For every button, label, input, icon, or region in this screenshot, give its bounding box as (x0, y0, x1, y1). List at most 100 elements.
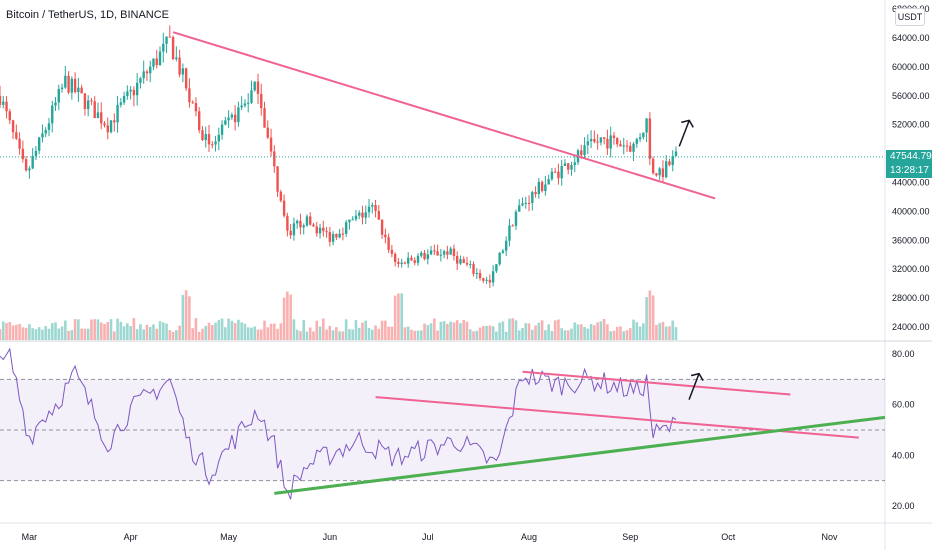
volume-bar (83, 328, 87, 340)
candle-body (309, 216, 312, 225)
candle-body (482, 278, 485, 281)
volume-bar (24, 327, 28, 340)
volume-bar (5, 323, 8, 340)
volume-bar (8, 322, 12, 340)
volume-bar (269, 323, 273, 340)
volume-bar (253, 326, 257, 340)
volume-bar (393, 295, 397, 340)
volume-bar (622, 331, 626, 340)
volume-bar (276, 328, 279, 340)
candle-body (436, 251, 439, 256)
candle-body (243, 103, 247, 106)
candle-body (198, 111, 201, 131)
candle-body (184, 68, 188, 89)
candle-body (276, 166, 279, 192)
candle-body (28, 168, 31, 171)
time-axis-label: Jun (323, 532, 338, 542)
volume-bar (579, 324, 583, 340)
volume-bar (374, 325, 377, 340)
candle-body (599, 137, 603, 143)
volume-bar (60, 326, 64, 340)
volume-bar (312, 331, 315, 340)
volume-bar (361, 322, 364, 340)
candle-layer (0, 25, 678, 288)
volume-bar (462, 319, 466, 340)
candle-body (354, 215, 358, 220)
volume-bar (540, 320, 544, 340)
candle-body (142, 71, 145, 79)
candle-body (240, 105, 243, 108)
currency-button[interactable]: USDT (895, 8, 925, 26)
volume-bar (256, 329, 260, 340)
candle-body (129, 89, 132, 92)
candle-body (384, 234, 387, 238)
price-axis-label: 44000.00 (892, 178, 930, 188)
volume-bar (335, 327, 338, 340)
price-trendline (172, 31, 716, 200)
candle-body (472, 264, 475, 274)
candle-body (106, 125, 109, 133)
volume-bar (459, 323, 462, 340)
time-axis-label: Oct (721, 532, 736, 542)
candle-body (299, 220, 302, 228)
candle-body (550, 171, 554, 180)
volume-bar (377, 328, 381, 340)
volume-bar (201, 328, 204, 340)
volume-bar (426, 325, 430, 340)
candle-body (302, 225, 305, 228)
candle-body (51, 105, 54, 124)
volume-bar (73, 319, 77, 340)
candle-body (501, 250, 505, 253)
candle-body (651, 158, 655, 174)
volume-bar (364, 320, 368, 340)
candle-body (518, 205, 521, 212)
volume-bar (517, 330, 521, 340)
candle-body (237, 107, 240, 123)
candle-body (625, 145, 629, 147)
rsi-axis-label: 60.00 (892, 400, 915, 410)
volume-bar (651, 295, 655, 340)
candle-body (635, 139, 639, 144)
volume-bar (397, 293, 400, 340)
candle-body (152, 58, 155, 67)
volume-bar (263, 320, 266, 340)
candle-body (602, 137, 606, 139)
volume-bar (557, 319, 560, 340)
volume-bar (119, 321, 123, 340)
candle-body (0, 95, 2, 105)
candle-body (328, 232, 332, 242)
volume-bar (139, 324, 142, 340)
volume-bar (194, 318, 198, 340)
candle-body (67, 75, 70, 93)
candle-body (583, 145, 586, 156)
volume-bar (583, 326, 586, 340)
volume-bar (419, 330, 423, 340)
volume-bar (21, 327, 25, 340)
candle-body (668, 161, 671, 166)
candle-body (64, 75, 67, 88)
price-axis-label: 24000.00 (892, 322, 930, 332)
volume-bar (348, 329, 351, 340)
volume-bar (475, 330, 479, 340)
volume-bar (495, 331, 498, 340)
rsi-band-layer (0, 378, 885, 482)
candle-body (609, 135, 612, 149)
volume-bar (612, 330, 616, 340)
volume-bar (54, 322, 57, 340)
candle-body (469, 264, 472, 266)
candle-body (495, 264, 498, 272)
volume-bar (184, 290, 188, 340)
candle-body (344, 222, 348, 234)
candle-body (616, 137, 619, 145)
volume-bar (354, 319, 358, 340)
volume-bar (658, 323, 661, 340)
volume-bar (279, 323, 283, 340)
candle-body (34, 150, 38, 157)
volume-bar (224, 327, 227, 340)
volume-bar (57, 328, 61, 340)
candle-body (341, 233, 345, 235)
price-axis-label: 32000.00 (892, 264, 930, 274)
volume-bar (531, 329, 534, 340)
rsi-axis-label: 20.00 (892, 501, 915, 511)
